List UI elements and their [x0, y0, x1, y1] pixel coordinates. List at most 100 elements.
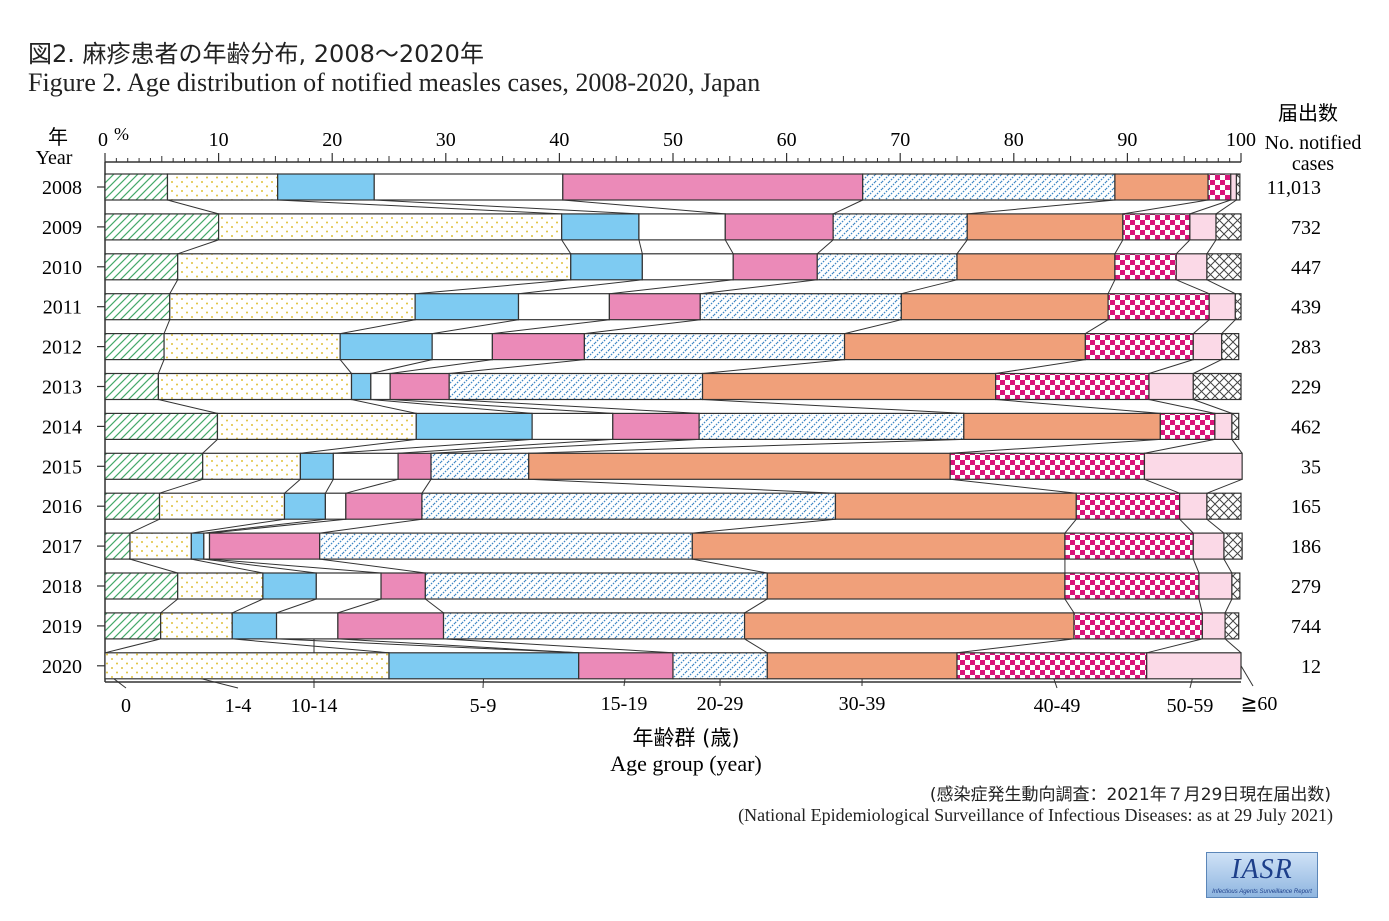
segment-connector [692, 558, 768, 574]
segment-connector [1221, 319, 1236, 334]
segment-connector [319, 558, 426, 574]
segment-connector [232, 638, 390, 654]
bar-segment-2016-1-4 [158, 492, 286, 520]
case-count-2012: 283 [1291, 337, 1321, 359]
bar-segment-2019-20-29 [442, 612, 746, 640]
bar-segment-2020-40-49 [956, 652, 1148, 680]
x-tick-label: 60 [777, 129, 797, 151]
segment-connector [160, 598, 179, 614]
year-label-2015: 2015 [42, 456, 82, 478]
count-header-en-2: cases [1292, 153, 1334, 175]
bar-segment-2020-15-19 [578, 652, 674, 680]
bar-segment-2015-40-49 [949, 452, 1146, 480]
bar-segment-2019-1-4 [160, 612, 233, 640]
segment-connector [1206, 239, 1217, 255]
segment-connector [1122, 199, 1209, 215]
segment-connector [425, 598, 444, 614]
case-count-2016: 165 [1291, 496, 1321, 518]
bar-segment-2015-15-19 [397, 452, 432, 480]
year-label-2016: 2016 [42, 496, 82, 518]
bar-segment-2012-15-19 [491, 333, 585, 361]
segment-connector [337, 598, 382, 614]
bar-segment-2013-50-59 [1148, 372, 1194, 401]
bar-segment-2012-20-29 [583, 333, 846, 361]
segment-connector [324, 479, 334, 494]
age-group-label-1-4: 1-4 [225, 695, 252, 717]
x-tick-label: 20 [322, 129, 342, 151]
segment-connector [492, 319, 610, 335]
segment-connector [1144, 438, 1215, 454]
x-tick-label: 10 [209, 129, 229, 151]
bar-segment-2015-20-29 [430, 452, 530, 480]
segment-connector [1206, 478, 1243, 494]
segment-connector [191, 558, 263, 574]
segment-connector [609, 279, 734, 295]
age-group-label-30-39: 30-39 [839, 693, 886, 715]
segment-connector [1206, 518, 1225, 534]
bar-segment-2015-5-9 [299, 452, 334, 480]
year-header-en: Year [36, 147, 73, 169]
bar-segment-2009-30-39 [966, 213, 1124, 241]
bar-segment-2009-5-9 [561, 213, 640, 241]
bar-segment-2008-10-14 [373, 173, 564, 201]
segment-connector [1146, 638, 1203, 654]
bar-segment-2009-15-19 [724, 213, 834, 241]
bar-segment-2018-30-39 [766, 572, 1066, 600]
segment-connector [1064, 598, 1075, 614]
segment-connector [1223, 558, 1233, 574]
bar-segment-2014-20-29 [698, 412, 965, 440]
bar-segment-2010-15-19 [732, 253, 818, 281]
bar-segment-2017-50-59 [1192, 532, 1225, 560]
segment-connector [390, 399, 613, 414]
bar-segment-2013-10-14 [370, 372, 391, 401]
segment-connector [692, 518, 836, 534]
segment-connector [956, 239, 968, 255]
bar-segment-2011-15-19 [608, 293, 701, 321]
x-tick-label: 50 [663, 129, 683, 151]
segment-connector [1144, 478, 1180, 494]
bar-segment-2009-1-4 [218, 213, 563, 241]
segment-connector [901, 279, 958, 295]
bar-segment-2019-10-14 [275, 612, 339, 640]
bar-segment-2015-1-4 [202, 452, 301, 480]
case-count-2014: 462 [1291, 416, 1321, 438]
bar-segment-2016-50-59 [1179, 492, 1208, 520]
x-tick-label: 70 [890, 129, 910, 151]
age-group-label-40-49: 40-49 [1034, 695, 1081, 717]
segment-connector [1198, 598, 1203, 614]
bar-segment-2010-10-14 [641, 253, 734, 281]
bar-segment-2018-50-59 [1198, 572, 1233, 600]
bar-segment-2015-10-14 [332, 452, 399, 480]
segment-connector [337, 638, 579, 654]
bar-segment-2008-50-59 [1230, 173, 1238, 201]
segment-connector [700, 279, 818, 295]
year-label-2012: 2012 [42, 337, 82, 359]
segment-connector [431, 438, 700, 454]
bar-segment-2012-30-39 [843, 333, 1086, 361]
bar-layer [104, 173, 1243, 680]
bar-segment-2012-ge60 [1221, 333, 1240, 361]
bar-segment-2014-15-19 [612, 412, 700, 440]
case-count-2015: 35 [1301, 456, 1321, 478]
bar-segment-2016-30-39 [834, 492, 1077, 520]
segment-connector [203, 558, 317, 574]
segment-connector [1192, 319, 1210, 334]
bar-segment-2009-20-29 [832, 213, 968, 241]
segment-connector [351, 399, 417, 414]
bar-segment-2018-20-29 [424, 572, 768, 600]
segment-connector [1192, 558, 1200, 574]
bar-segment-2008-30-39 [1114, 173, 1209, 201]
segment-connector [398, 438, 613, 454]
bar-segment-2014-ge60 [1231, 412, 1240, 440]
connector-layer [104, 199, 1254, 689]
segment-connector [1224, 598, 1233, 614]
case-count-2013: 229 [1291, 377, 1321, 399]
segment-connector [129, 518, 160, 534]
count-header-jp: 届出数 [1278, 101, 1338, 125]
bar-segment-2019-50-59 [1201, 612, 1226, 640]
segment-connector [449, 359, 585, 374]
bar-segment-2013-15-19 [389, 372, 450, 401]
case-count-2019: 744 [1291, 616, 1321, 638]
segment-connector [370, 399, 533, 414]
